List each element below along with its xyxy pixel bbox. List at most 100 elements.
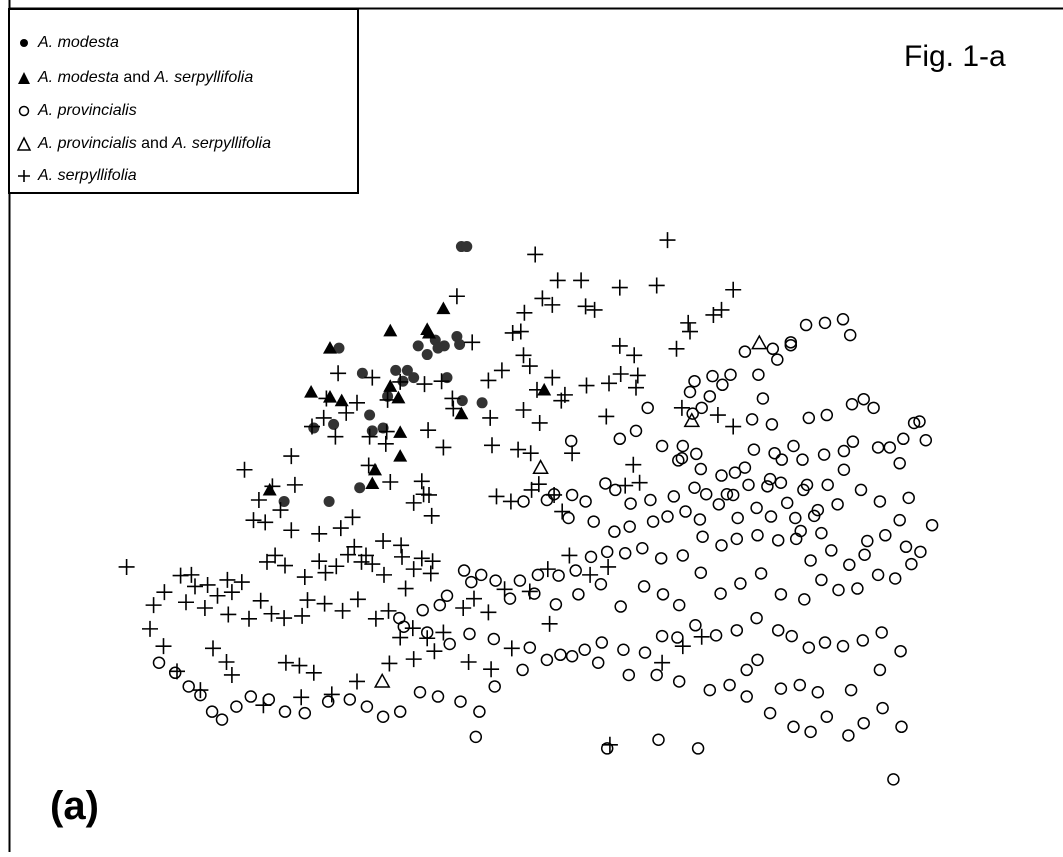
open-circle-point xyxy=(278,705,292,718)
plus-point xyxy=(625,456,642,473)
open-circle-point xyxy=(745,413,759,426)
plus-point xyxy=(223,666,240,683)
open-circle-point xyxy=(244,690,258,703)
plus-point xyxy=(598,408,615,425)
plus-point xyxy=(659,232,676,249)
open-circle-point xyxy=(730,624,744,637)
plus-point xyxy=(654,654,671,671)
open-circle-point xyxy=(771,353,784,366)
plus-point xyxy=(332,520,349,537)
filled-circle-point xyxy=(356,367,368,379)
plus-point xyxy=(515,347,532,364)
plus-point xyxy=(480,604,497,621)
open-circle-point xyxy=(528,587,541,600)
plus-point xyxy=(142,620,158,637)
open-circle-point xyxy=(540,493,554,507)
open-circle-point xyxy=(897,432,910,446)
plus-point xyxy=(529,381,545,398)
open-circle-point xyxy=(875,626,888,639)
plus-point xyxy=(223,584,240,601)
open-circle-point xyxy=(817,448,831,461)
filled-triangle-point xyxy=(391,390,406,404)
open-circle-point xyxy=(715,469,728,482)
plus-point xyxy=(466,590,482,607)
plus-point xyxy=(315,409,332,426)
points-layer xyxy=(118,232,939,786)
open-circle-point xyxy=(564,434,578,448)
plus-point xyxy=(600,558,617,575)
open-circle-point xyxy=(624,497,637,510)
open-circle-point xyxy=(706,369,719,383)
plus-point xyxy=(378,423,395,440)
plus-point xyxy=(293,689,310,706)
open-circle-point xyxy=(768,446,781,460)
plus-point xyxy=(393,537,410,554)
plus-point xyxy=(648,277,665,294)
plus-point xyxy=(187,578,203,595)
plus-point xyxy=(502,493,519,510)
plus-point xyxy=(299,592,316,609)
plus-point xyxy=(349,394,365,411)
open-circle-point xyxy=(413,685,427,699)
open-circle-point xyxy=(594,577,608,591)
open-circle-point xyxy=(871,441,885,454)
open-circle-point xyxy=(766,342,780,356)
open-circle-point xyxy=(832,583,845,597)
plus-point xyxy=(405,651,422,668)
open-circle-point xyxy=(617,643,630,657)
filled-circle-point xyxy=(476,397,488,409)
open-circle-point xyxy=(804,554,817,567)
open-circle-point xyxy=(215,713,229,726)
plus-point xyxy=(413,550,430,567)
plus-point xyxy=(291,657,308,674)
open-circle-point xyxy=(787,439,800,453)
plus-point xyxy=(680,314,697,331)
plus-point xyxy=(713,301,730,318)
open-circle-point xyxy=(861,534,874,548)
open-circle-point xyxy=(857,716,870,730)
open-circle-point xyxy=(799,318,813,332)
open-circle-point xyxy=(925,518,939,532)
plus-point xyxy=(709,407,726,424)
open-circle-marker-icon xyxy=(16,102,32,120)
plus-point xyxy=(392,373,409,390)
plus-point xyxy=(554,503,571,520)
open-circle-point xyxy=(693,513,707,526)
open-circle-point xyxy=(907,416,921,430)
plus-point xyxy=(328,558,345,575)
open-circle-point xyxy=(703,390,717,403)
plus-point xyxy=(448,288,465,305)
plus-point xyxy=(316,595,333,612)
open-circle-point xyxy=(763,706,777,720)
open-circle-point xyxy=(740,663,753,677)
open-circle-point xyxy=(516,663,529,677)
plus-point xyxy=(522,445,539,462)
plus-point xyxy=(553,392,570,409)
open-circle-point xyxy=(811,503,825,517)
open-circle-point xyxy=(784,336,798,349)
open-circle-point xyxy=(919,433,933,447)
open-circle-point xyxy=(825,544,838,557)
plus-point xyxy=(435,439,452,456)
open-circle-point xyxy=(815,573,828,587)
plus-point xyxy=(311,525,328,542)
open-circle-point xyxy=(641,401,654,415)
plus-point xyxy=(377,435,394,452)
filled-triangle-point xyxy=(262,482,277,496)
open-circle-point xyxy=(636,541,649,555)
filled-triangle-point xyxy=(304,385,319,398)
open-circle-point xyxy=(761,480,774,493)
open-circle-point xyxy=(914,545,927,559)
plus-point xyxy=(503,640,520,657)
plus-point xyxy=(419,630,436,647)
open-circle-point xyxy=(360,700,374,713)
plus-point xyxy=(233,574,250,591)
open-circle-point xyxy=(473,705,486,718)
open-circle-point xyxy=(831,498,844,511)
filled-triangle-point xyxy=(383,379,398,392)
open-circle-point xyxy=(679,505,692,518)
open-circle-point xyxy=(465,575,478,589)
open-circle-point xyxy=(549,598,563,611)
open-triangle-marker-icon xyxy=(16,135,32,153)
open-circle-point xyxy=(754,567,768,580)
